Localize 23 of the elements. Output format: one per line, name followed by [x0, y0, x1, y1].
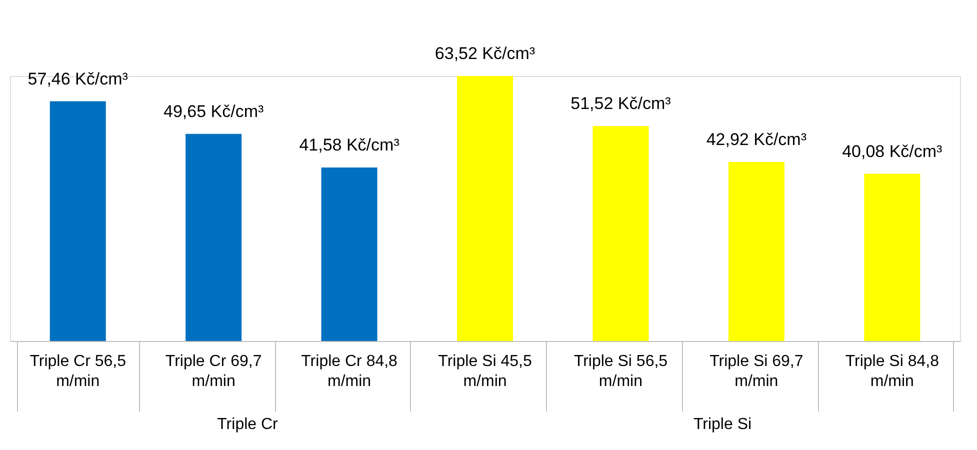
bar — [321, 168, 378, 341]
data-label: 63,52 Kč/cm³ — [434, 44, 536, 63]
data-label: 42,92 Kč/cm³ — [706, 130, 807, 149]
bar — [864, 174, 920, 341]
x-tick-label: Triple Cr 84,8 m/min — [301, 353, 398, 390]
x-tick-label: Triple Cr 56,5 m/min — [30, 353, 126, 390]
x-tick-label: Triple Si 45,5 m/min — [438, 353, 532, 390]
bar — [50, 101, 106, 341]
data-label: 57,46 Kč/cm³ — [28, 69, 128, 88]
x-tick-label: Triple Si 84,8 m/min — [845, 353, 940, 390]
data-label: 40,08 Kč/cm³ — [842, 142, 943, 161]
bar — [728, 162, 784, 341]
bar — [186, 134, 242, 341]
data-label: 41,58 Kč/cm³ — [299, 136, 400, 155]
bar — [592, 126, 649, 341]
x-tick-label: Triple Si 69,7 m/min — [710, 353, 804, 390]
text: Triple Cr — [217, 416, 279, 433]
x-tick-label: Triple Cr 69,7 m/min — [165, 353, 262, 390]
x-tick-label: Triple Si 56,5 m/min — [574, 353, 668, 390]
data-label: 51,52 Kč/cm³ — [570, 94, 672, 114]
data-label: 49,65 Kč/cm³ — [163, 102, 264, 121]
bar — [457, 76, 513, 341]
text: Triple Si — [693, 416, 752, 433]
